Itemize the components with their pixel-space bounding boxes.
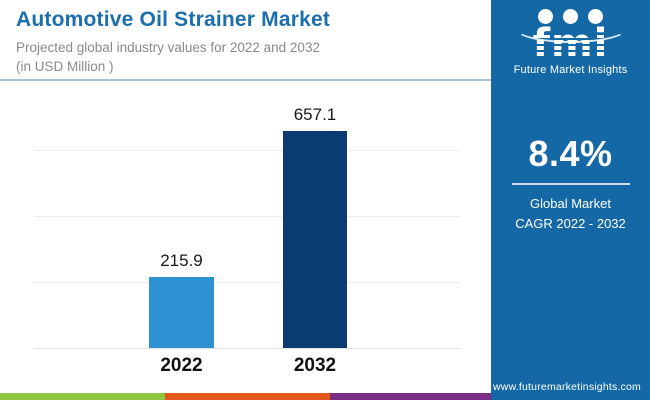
bar-chart: 215.9 2022 657.1 2032 — [34, 105, 460, 376]
x-axis-label-2022: 2022 — [160, 355, 203, 376]
cagr-value: 8.4% — [528, 133, 613, 174]
logo-globes — [491, 7, 650, 25]
website-link[interactable]: www.futuremarketinsights.com — [493, 381, 641, 393]
chart-subtitle-line1: Projected global industry values for 202… — [16, 40, 320, 55]
cagr-label-line1: Global Market — [530, 196, 611, 211]
bottom-accent-strip — [0, 393, 491, 400]
chart-subtitle-line2: (in USD Million ) — [16, 58, 114, 74]
x-axis-label-2032: 2032 — [293, 355, 337, 376]
strip-segment-green — [0, 393, 165, 400]
bar-2032 — [283, 131, 347, 348]
cagr-label-line2: CAGR 2022 - 2032 — [515, 215, 626, 231]
globe-south-america-icon — [588, 8, 603, 24]
strip-segment-orange — [165, 393, 330, 400]
globe-americas-icon — [538, 8, 553, 24]
globe-africa-icon — [563, 8, 578, 24]
bar-value-label-2032: 657.1 — [293, 105, 337, 124]
bar-2022 — [149, 277, 214, 348]
fmi-logo: fmi Future Market Insights — [491, 7, 650, 76]
logo-orbit-arc — [512, 11, 629, 43]
gridline — [34, 216, 460, 217]
page-title: Automotive Oil Strainer Market — [16, 8, 331, 31]
x-axis-line — [34, 348, 460, 349]
gridline — [34, 150, 460, 151]
gridline — [34, 282, 460, 283]
logo-caption: Future Market Insights — [513, 64, 628, 76]
header-divider — [0, 79, 491, 81]
strip-segment-purple — [330, 393, 491, 400]
cagr-block: 8.4% Global Market CAGR 2022 - 2032 — [491, 133, 650, 233]
cagr-divider — [511, 183, 630, 185]
chart-panel: Automotive Oil Strainer Market Projected… — [0, 8, 491, 400]
chart-header: Automotive Oil Strainer Market Projected… — [16, 8, 476, 77]
brand-sidebar: fmi Future Market Insights 8.4% Global M… — [491, 0, 650, 400]
cagr-label: Global Market CAGR 2022 - 2032 — [491, 194, 650, 233]
bar-value-label-2022: 215.9 — [160, 251, 203, 270]
